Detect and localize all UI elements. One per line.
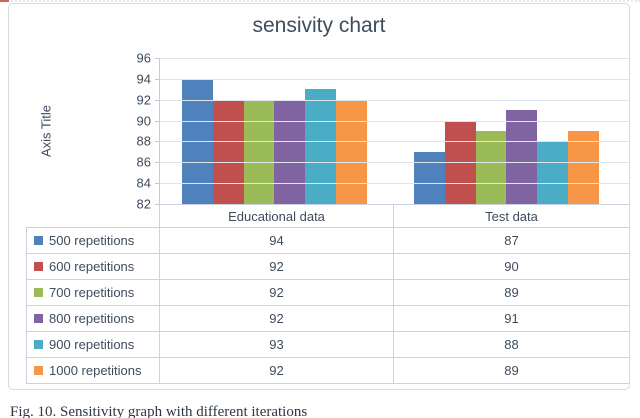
- chart-title: sensivity chart: [252, 14, 386, 37]
- bar-800-repetitions-test-data: [506, 110, 538, 204]
- table-row-header-900-repetitions: 900 repetitions: [26, 331, 159, 357]
- table-cell-value: 93: [159, 331, 393, 357]
- y-axis-title: Axis Title: [38, 104, 54, 158]
- y-tickmark: [155, 183, 159, 185]
- table-cell-value: 90: [393, 253, 629, 279]
- legend-swatch-600-repetitions: [34, 262, 43, 271]
- y-tickmark: [155, 120, 159, 122]
- figure-caption: Fig. 10. Sensitivity graph with differen…: [10, 404, 308, 418]
- bar-700-repetitions-test-data: [475, 131, 507, 204]
- y-tick-label-92: 92: [136, 92, 151, 108]
- bar-800-repetitions-educational-data: [274, 99, 306, 204]
- table-row-header-500-repetitions: 500 repetitions: [26, 227, 159, 253]
- y-tick-label-86: 86: [136, 154, 151, 170]
- gridline-90: [160, 120, 629, 122]
- y-tickmark: [155, 78, 159, 80]
- gridline-86: [160, 162, 629, 164]
- table-cell-value: 92: [159, 357, 393, 383]
- y-tickmark: [155, 58, 159, 59]
- legend-swatch-900-repetitions: [34, 340, 43, 349]
- y-tick-label-88: 88: [136, 133, 151, 149]
- legend-swatch-800-repetitions: [34, 314, 43, 323]
- y-axis-tick-labels: 96 94 92 90 88 86 84 82: [109, 51, 151, 212]
- column-header-educational-data: Educational data: [159, 204, 393, 227]
- bar-600-repetitions-educational-data: [212, 99, 244, 204]
- table-row-header-700-repetitions: 700 repetitions: [26, 279, 159, 305]
- table-corner-blank: [26, 204, 159, 227]
- table-cell-value: 87: [393, 227, 629, 253]
- y-tickmark: [155, 141, 159, 143]
- y-tickmark: [155, 204, 159, 205]
- series-label: 500 repetitions: [49, 233, 135, 248]
- gridline-92: [160, 99, 629, 101]
- table-cell-value: 89: [393, 279, 629, 305]
- bar-500-repetitions-test-data: [414, 151, 445, 204]
- plot-area: [155, 58, 629, 205]
- table-cell-value: 94: [159, 227, 393, 253]
- table-cell-value: 91: [393, 305, 629, 331]
- series-label: 800 repetitions: [49, 311, 135, 326]
- chart-frame: sensivity chart Axis Title 96 94 92 90 88 86 8…: [8, 3, 630, 390]
- gridline-88: [160, 141, 629, 143]
- series-label: 700 repetitions: [49, 285, 135, 300]
- y-tick-label-82: 82: [136, 196, 151, 212]
- bar-900-repetitions-educational-data: [305, 89, 337, 204]
- series-label: 900 repetitions: [49, 337, 135, 352]
- legend-swatch-1000-repetitions: [34, 366, 43, 375]
- bar-cluster-educational-data: [182, 58, 367, 204]
- gridline-84: [160, 183, 629, 185]
- table-cell-value: 88: [393, 331, 629, 357]
- y-tick-label-90: 90: [136, 113, 151, 129]
- crop-edge-dotted-line: [0, 0, 640, 2]
- table-cell-value: 92: [159, 253, 393, 279]
- y-tick-label-96: 96: [136, 50, 151, 66]
- data-table: Educational data Test data 500 repetitio…: [26, 204, 629, 384]
- bar-1000-repetitions-educational-data: [336, 99, 367, 204]
- bar-700-repetitions-educational-data: [243, 99, 275, 204]
- table-cell-value: 92: [159, 279, 393, 305]
- column-header-test-data: Test data: [393, 204, 629, 227]
- legend-swatch-700-repetitions: [34, 288, 43, 297]
- series-label: 1000 repetitions: [49, 363, 142, 378]
- table-row-header-600-repetitions: 600 repetitions: [26, 253, 159, 279]
- series-label: 600 repetitions: [49, 259, 135, 274]
- y-tickmark: [155, 99, 159, 101]
- bar-cluster-test-data: [414, 58, 599, 204]
- legend-swatch-500-repetitions: [34, 236, 43, 245]
- table-row-header-1000-repetitions: 1000 repetitions: [26, 357, 159, 383]
- gridline-94: [160, 78, 629, 80]
- y-tick-label-94: 94: [136, 71, 151, 87]
- y-tick-label-84: 84: [136, 175, 151, 191]
- bar-900-repetitions-test-data: [537, 141, 569, 204]
- gridline-96: [160, 58, 629, 59]
- table-cell-value: 92: [159, 305, 393, 331]
- table-cell-value: 89: [393, 357, 629, 383]
- crop-red-mark: [0, 0, 9, 2]
- table-row-header-800-repetitions: 800 repetitions: [26, 305, 159, 331]
- bar-1000-repetitions-test-data: [568, 131, 599, 204]
- y-tickmark: [155, 162, 159, 164]
